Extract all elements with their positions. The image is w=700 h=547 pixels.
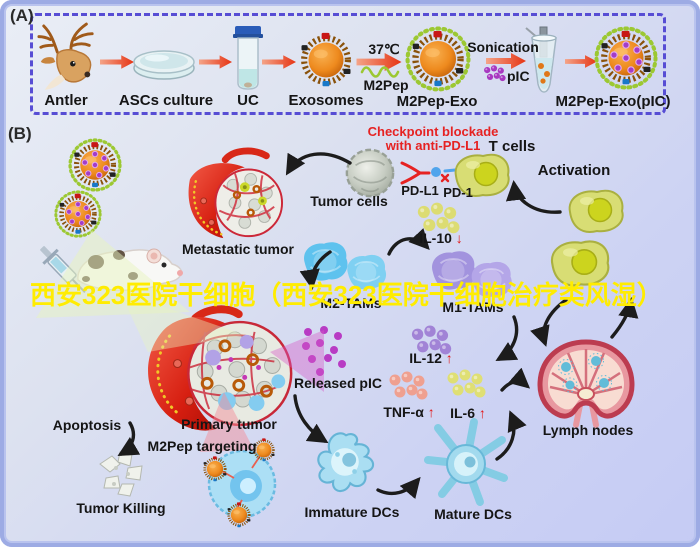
arrow-m1-to-il12 xyxy=(495,315,519,362)
panel-b-label: (B) xyxy=(8,124,32,143)
apoptotic-cell-illustration xyxy=(99,451,143,497)
released-pic-label: Released pIC xyxy=(294,375,382,391)
exosome-icon xyxy=(298,32,354,88)
step-label-uc: UC xyxy=(237,92,259,109)
m2-tams-label: M2-TAMs xyxy=(320,295,382,311)
workflow-arrow xyxy=(199,55,232,69)
metastatic-tumor-label: Metastatic tumor xyxy=(181,241,295,257)
il6-up-arrow: ↑ xyxy=(478,405,486,421)
step-label-antler: Antler xyxy=(44,92,88,109)
il10-down-arrow: ↓ xyxy=(455,230,463,246)
watermark-text: 西安323医院干细胞（西安323医院干细胞治疗类风湿） xyxy=(30,280,663,310)
m2pep-targeting-cell xyxy=(202,438,277,528)
workflow-arrow xyxy=(565,55,597,68)
injected-nanoparticle-icon xyxy=(68,138,122,192)
panel-a-box xyxy=(30,13,666,115)
uc-tube-icon xyxy=(233,26,263,90)
pic-dots-icon xyxy=(484,65,506,82)
apoptosis-label: Apoptosis xyxy=(52,417,122,433)
m2pep-peptide-icon xyxy=(360,66,400,78)
temperature-label: 37℃ xyxy=(368,41,400,57)
m2pep-exo-icon xyxy=(405,26,471,92)
m2pep-exo-pic-icon xyxy=(594,26,658,90)
il12-up-arrow: ↑ xyxy=(445,350,453,366)
workflow-arrow xyxy=(100,55,134,69)
activation-label: Activation xyxy=(537,162,611,179)
t-cells-label: T cells xyxy=(488,138,536,155)
mature-dcs-label: Mature DCs xyxy=(434,506,512,522)
tnf-cytokine-dots xyxy=(389,371,428,400)
injected-nanoparticle-icon xyxy=(54,190,102,238)
tumor-cell-illustration xyxy=(345,148,395,198)
released-pic-dots xyxy=(302,326,346,376)
checkpoint-blockade-label: Checkpoint blockade with anti-PD-L1 xyxy=(367,124,499,153)
arrow-cytokine-to-lymph xyxy=(500,367,531,392)
pd-l1-label: PD-L1 xyxy=(401,183,439,198)
m1-tams-label: M1-TAMs xyxy=(442,299,504,315)
pd-1-label: PD-1 xyxy=(443,185,473,200)
primary-tumor-label: Primary tumor xyxy=(181,416,277,432)
lymph-nodes-label: Lymph nodes xyxy=(542,422,634,438)
arrow-activation xyxy=(505,179,562,214)
il12-label: IL-12 ↑ xyxy=(409,350,453,366)
metastatic-tumor-illustration xyxy=(188,147,284,239)
tnf-up-arrow: ↑ xyxy=(427,404,435,420)
immature-dcs-label: Immature DCs xyxy=(304,504,400,520)
step-label-exosomes: Exosomes xyxy=(288,92,364,109)
tumor-killing-label: Tumor Killing xyxy=(76,500,166,516)
step-label-ascs-culture: ASCs culture xyxy=(118,92,214,109)
m2pep-label: M2Pep xyxy=(363,77,409,93)
immature-dc-illustration xyxy=(317,432,375,493)
tumor-cells-label: Tumor cells xyxy=(310,193,388,209)
tnf-label: TNF-α ↑ xyxy=(383,404,435,420)
sonication-tube-icon xyxy=(525,26,557,93)
panel-a-label: (A) xyxy=(10,6,34,25)
workflow-arrow xyxy=(262,55,296,69)
t-cell-illustration xyxy=(568,189,624,233)
petri-dish-icon xyxy=(133,50,195,80)
primary-tumor-illustration xyxy=(148,305,293,431)
arrow-immature-to-mature xyxy=(376,476,421,500)
lymph-node-illustration xyxy=(537,339,635,428)
mature-dc-illustration xyxy=(424,416,508,508)
il6-label: IL-6 ↑ xyxy=(450,405,486,421)
deer-antler-icon xyxy=(37,22,94,90)
step-label-m2pep-exo: M2Pep-Exo xyxy=(396,93,478,110)
sonication-label: Sonication xyxy=(467,39,539,55)
step-label-m2pep-exo-pic: M2Pep-Exo(pIC) xyxy=(555,93,671,110)
il6-cytokine-dots xyxy=(447,369,486,398)
m2pep-targeting-label: M2Pep targeting xyxy=(147,438,257,454)
pic-label: pIC xyxy=(507,68,530,84)
il10-label: IL-10 ↓ xyxy=(419,230,463,246)
